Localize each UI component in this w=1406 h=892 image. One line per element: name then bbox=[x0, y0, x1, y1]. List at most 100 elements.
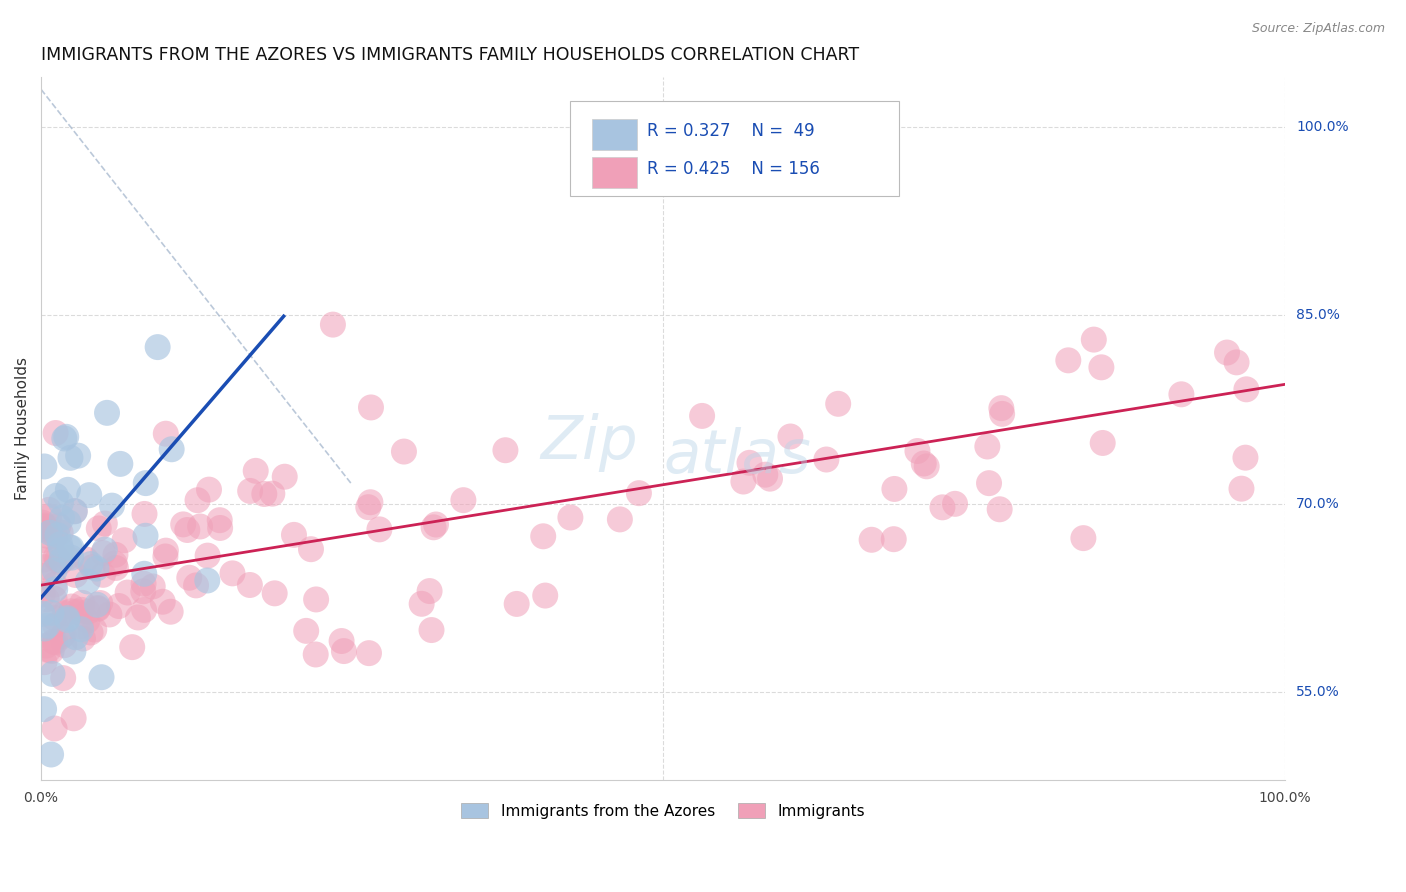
Point bbox=[425, 517, 447, 532]
Point bbox=[1216, 345, 1239, 359]
Text: 55.0%: 55.0% bbox=[1296, 685, 1340, 698]
Point bbox=[44, 582, 66, 597]
Point bbox=[46, 528, 69, 542]
Point bbox=[360, 401, 382, 415]
Point bbox=[56, 613, 79, 627]
Point bbox=[44, 577, 66, 591]
Point bbox=[195, 574, 218, 588]
Point bbox=[135, 476, 157, 491]
Point bbox=[49, 555, 72, 569]
Point bbox=[38, 509, 60, 524]
Point bbox=[738, 456, 761, 470]
Point bbox=[197, 549, 219, 563]
FancyBboxPatch shape bbox=[569, 102, 900, 196]
Point bbox=[42, 611, 65, 625]
Point bbox=[1090, 360, 1112, 375]
Text: atlas: atlas bbox=[664, 427, 811, 486]
Point bbox=[239, 578, 262, 592]
Point bbox=[1091, 436, 1114, 450]
Point bbox=[322, 318, 344, 332]
Point bbox=[262, 486, 284, 500]
Point bbox=[53, 432, 76, 446]
Point bbox=[32, 702, 55, 716]
Point bbox=[184, 578, 207, 592]
Point bbox=[91, 567, 114, 582]
Point bbox=[1230, 482, 1253, 496]
Point bbox=[108, 599, 131, 613]
Point bbox=[39, 747, 62, 762]
Point bbox=[186, 493, 208, 508]
Point bbox=[55, 430, 77, 444]
Point bbox=[31, 516, 53, 530]
Legend: Immigrants from the Azores, Immigrants: Immigrants from the Azores, Immigrants bbox=[456, 797, 872, 825]
Point bbox=[245, 464, 267, 478]
Point bbox=[44, 722, 66, 736]
Point bbox=[733, 475, 755, 489]
Point bbox=[494, 443, 516, 458]
Point bbox=[86, 598, 108, 612]
Point bbox=[609, 512, 631, 526]
Point bbox=[35, 639, 58, 653]
Point bbox=[34, 655, 56, 669]
Point bbox=[76, 605, 98, 619]
Point bbox=[1073, 531, 1095, 545]
Point bbox=[560, 510, 582, 524]
Point bbox=[132, 603, 155, 617]
Point bbox=[44, 529, 66, 543]
Text: 85.0%: 85.0% bbox=[1296, 309, 1340, 322]
Point bbox=[253, 487, 276, 501]
Point bbox=[58, 516, 80, 530]
Point bbox=[977, 476, 1000, 491]
Point bbox=[63, 504, 86, 518]
Point bbox=[883, 482, 905, 496]
Point bbox=[52, 627, 75, 641]
Point bbox=[37, 529, 59, 543]
Point bbox=[357, 500, 380, 515]
Point bbox=[51, 629, 73, 643]
Point bbox=[56, 483, 79, 497]
Point bbox=[89, 596, 111, 610]
Point bbox=[38, 503, 60, 517]
Point bbox=[159, 605, 181, 619]
Point bbox=[534, 589, 557, 603]
Point bbox=[34, 560, 56, 574]
Point bbox=[368, 522, 391, 536]
Point bbox=[58, 541, 80, 555]
Point bbox=[51, 553, 73, 567]
Point bbox=[63, 504, 86, 518]
Text: R = 0.425    N = 156: R = 0.425 N = 156 bbox=[647, 161, 820, 178]
Point bbox=[35, 592, 58, 607]
Point bbox=[152, 595, 174, 609]
Point bbox=[627, 486, 650, 500]
Point bbox=[931, 500, 953, 515]
Text: Zip: Zip bbox=[540, 413, 638, 472]
Point bbox=[422, 520, 444, 534]
Y-axis label: Family Households: Family Households bbox=[15, 357, 30, 500]
Point bbox=[53, 606, 76, 620]
Text: 100.0%: 100.0% bbox=[1296, 120, 1348, 134]
Point bbox=[91, 546, 114, 560]
Point bbox=[860, 533, 883, 547]
Point bbox=[208, 513, 231, 527]
Point bbox=[37, 643, 59, 657]
Point bbox=[65, 630, 87, 644]
Point bbox=[121, 640, 143, 654]
Point bbox=[51, 542, 73, 557]
Point bbox=[44, 563, 66, 577]
Point bbox=[117, 585, 139, 599]
Point bbox=[65, 605, 87, 619]
Point bbox=[759, 472, 782, 486]
Point bbox=[976, 440, 998, 454]
Point bbox=[299, 542, 322, 557]
Point bbox=[82, 560, 104, 574]
Point bbox=[34, 520, 56, 534]
Point bbox=[31, 587, 53, 601]
Point bbox=[94, 542, 117, 557]
Point bbox=[912, 457, 935, 471]
Point bbox=[60, 604, 83, 618]
Point bbox=[60, 550, 83, 565]
Point bbox=[41, 667, 63, 681]
Point bbox=[104, 561, 127, 575]
Point bbox=[42, 634, 65, 648]
Point bbox=[330, 634, 353, 648]
